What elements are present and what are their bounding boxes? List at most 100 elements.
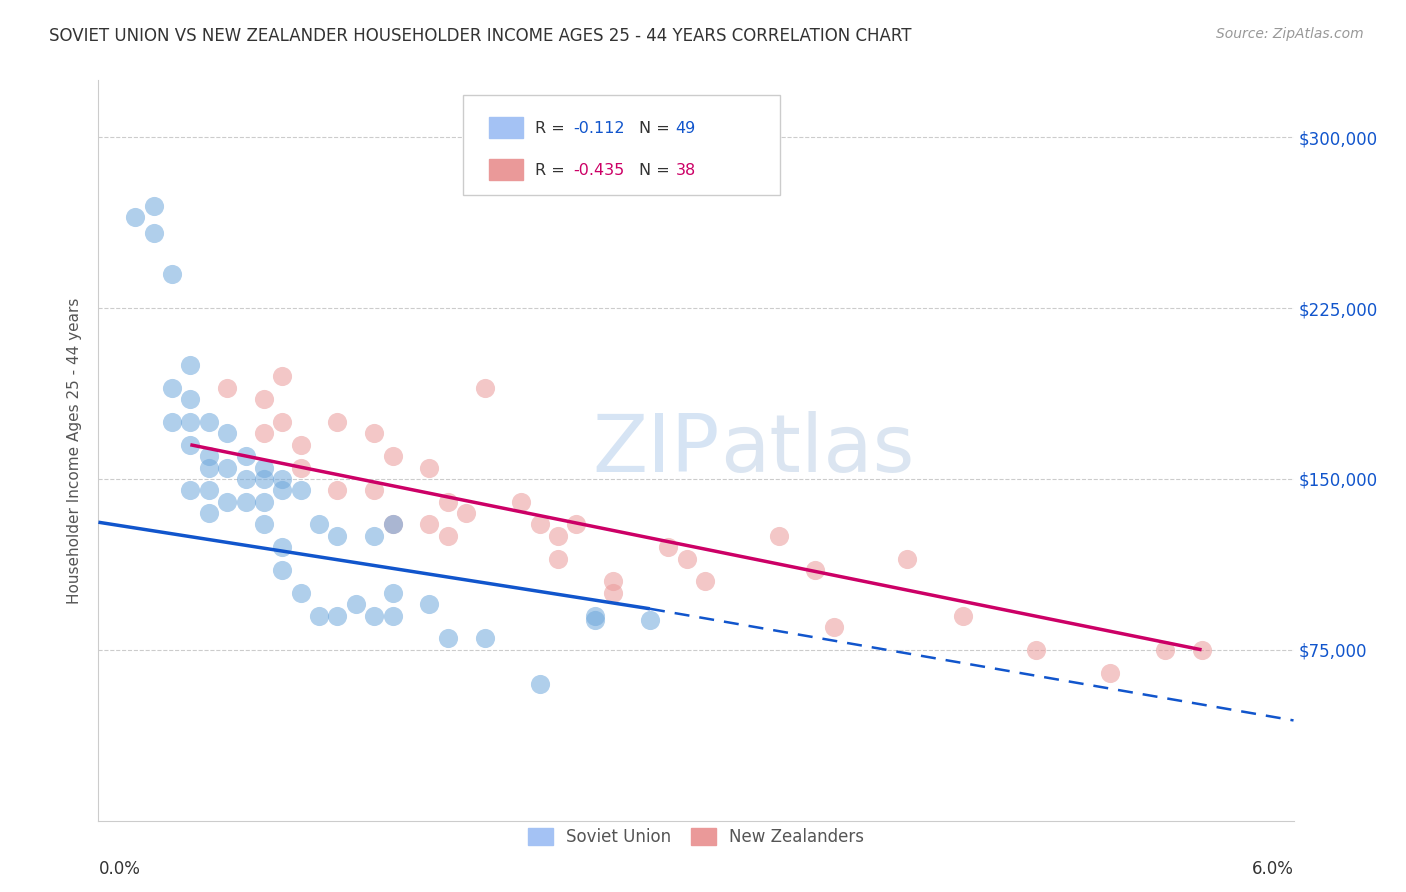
Point [197,449,219,463]
Text: SOVIET UNION VS NEW ZEALANDER HOUSEHOLDER INCOME AGES 25 - 44 YEARS CORRELATION : SOVIET UNION VS NEW ZEALANDER HOUSEHOLDE… [49,27,911,45]
Point [235,472,257,486]
Point [363,483,385,498]
Point [253,472,276,486]
Point [529,517,551,532]
Point [418,460,440,475]
FancyBboxPatch shape [489,160,523,180]
Point [271,541,294,555]
Point [675,551,697,566]
Text: R =: R = [534,163,569,178]
Point [271,369,294,384]
Point [308,608,330,623]
Point [253,426,276,441]
Point [474,381,496,395]
Point [253,517,276,532]
Point [179,415,201,429]
Point [326,608,349,623]
FancyBboxPatch shape [463,95,780,195]
Point [436,632,458,646]
Point [823,620,845,634]
Text: N =: N = [638,163,675,178]
Point [160,381,183,395]
Point [768,529,790,543]
Point [381,517,404,532]
Text: 38: 38 [676,163,696,178]
Point [217,460,239,475]
Point [1025,642,1047,657]
Point [290,483,312,498]
Text: ZIP: ZIP [592,411,720,490]
Point [217,381,239,395]
Point [804,563,827,577]
Point [418,517,440,532]
Point [217,426,239,441]
Point [896,551,918,566]
Text: 6.0%: 6.0% [1251,860,1294,878]
Point [583,608,606,623]
Point [179,358,201,372]
Text: R =: R = [534,120,569,136]
Point [547,529,569,543]
Point [160,415,183,429]
Point [344,597,367,611]
Point [235,494,257,508]
Point [308,517,330,532]
Point [142,198,165,212]
Point [326,415,349,429]
Point [179,483,201,498]
Point [1098,665,1121,680]
Point [657,541,679,555]
Point [638,613,661,627]
Text: 49: 49 [676,120,696,136]
Point [602,586,624,600]
Point [124,210,146,224]
Point [217,494,239,508]
Point [363,426,385,441]
Point [474,632,496,646]
Point [381,449,404,463]
Point [456,506,478,520]
Point [326,483,349,498]
Point [197,506,219,520]
Text: atlas: atlas [720,411,914,490]
Point [363,608,385,623]
Point [381,517,404,532]
Point [197,415,219,429]
Point [197,483,219,498]
Point [271,415,294,429]
Point [326,529,349,543]
Point [583,613,606,627]
Point [290,438,312,452]
Point [179,438,201,452]
Text: Source: ZipAtlas.com: Source: ZipAtlas.com [1216,27,1364,41]
Point [271,472,294,486]
Point [510,494,533,508]
Text: 0.0%: 0.0% [98,860,141,878]
Text: -0.435: -0.435 [572,163,624,178]
Point [142,226,165,240]
Point [290,460,312,475]
Point [179,392,201,407]
Text: N =: N = [638,120,675,136]
Point [160,267,183,281]
Point [436,494,458,508]
Point [602,574,624,589]
Legend: Soviet Union, New Zealanders: Soviet Union, New Zealanders [520,822,872,853]
Point [253,460,276,475]
Point [418,597,440,611]
Point [235,449,257,463]
Point [197,460,219,475]
Point [547,551,569,566]
Point [271,483,294,498]
Point [363,529,385,543]
Point [565,517,588,532]
Point [1191,642,1213,657]
Point [695,574,717,589]
Y-axis label: Householder Income Ages 25 - 44 years: Householder Income Ages 25 - 44 years [67,297,83,604]
Text: -0.112: -0.112 [572,120,624,136]
Point [436,529,458,543]
Point [381,608,404,623]
Point [271,563,294,577]
Point [253,392,276,407]
Point [253,494,276,508]
